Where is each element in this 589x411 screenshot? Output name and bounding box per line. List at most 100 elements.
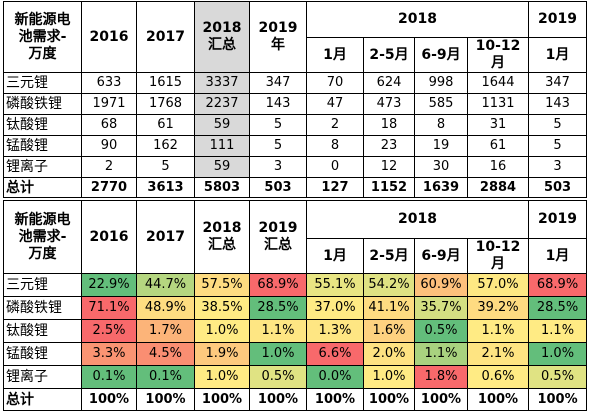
cell: 71.1% — [81, 296, 137, 320]
cell: 1131 — [466, 93, 530, 115]
cell: 54.2% — [363, 273, 415, 297]
total-cell: 100% — [81, 388, 137, 411]
period-header: 1月 — [306, 238, 364, 274]
cell: 39.2% — [466, 296, 530, 320]
cell: 8 — [414, 114, 468, 136]
cell: 3 — [528, 156, 588, 178]
header-text: 6-9月 — [421, 46, 461, 63]
cell: 0.1% — [136, 365, 195, 389]
cell: 1.6% — [363, 319, 415, 343]
row-label: 锂离子 — [3, 156, 82, 178]
total-cell: 2770 — [81, 177, 137, 198]
header-text: 2018 — [202, 220, 242, 236]
header-text: 1月 — [323, 247, 347, 264]
cell: 16 — [466, 156, 530, 178]
period-header: 10-12 月 — [466, 37, 530, 73]
total-row: 总计 100% 100% 100% 100% 100% 100% 100% 100% 100% — [3, 388, 588, 411]
cell: 1768 — [136, 93, 195, 115]
cell: 1644 — [466, 72, 530, 94]
cell: 1.0% — [363, 365, 415, 389]
group-header: 2019 — [528, 200, 588, 239]
total-cell: 100% — [528, 388, 588, 411]
header-row: 新能源电 池需求- 万度 2016 2017 2018 汇总 2019 年 2018 2019 — [3, 1, 588, 73]
total-cell: 127 — [306, 177, 364, 198]
total-cell: 100% — [136, 388, 195, 411]
cell: 68.9% — [528, 273, 588, 297]
year-header: 2016 — [81, 1, 137, 73]
cell: 0.6% — [466, 365, 530, 389]
cell: 70 — [306, 72, 364, 94]
header-text: 新能源电 — [14, 11, 71, 28]
data-row: 三元锂 633 1615 3337 347 70 624 998 1644 347 — [3, 72, 588, 94]
cell: 68.9% — [249, 273, 307, 297]
year-header: 2017 — [136, 1, 195, 73]
header-text: 2017 — [146, 228, 185, 245]
cell: 1.8% — [414, 365, 468, 389]
cell: 0.1% — [81, 365, 137, 389]
cell: 347 — [528, 72, 588, 94]
row-label: 三元锂 — [3, 72, 82, 94]
data-row: 钛酸锂 2.5% 1.7% 1.0% 1.1% 1.3% 1.6% 0.5% 1.1% 1.1% — [3, 319, 588, 343]
total-cell: 503 — [249, 177, 307, 198]
group-header: 2018 — [305, 1, 530, 38]
group-header: 2019 — [528, 1, 588, 38]
data-row: 三元锂 22.9% 44.7% 57.5% 68.9% 55.1% 54.2% 60.9% 57… — [3, 273, 588, 297]
total-cell: 2884 — [466, 177, 530, 198]
header-text: 月 — [491, 256, 506, 272]
cell: 998 — [414, 72, 468, 94]
cell: 0.5% — [249, 365, 307, 389]
cell: 3.3% — [81, 342, 137, 366]
data-row: 锂离子 0.1% 0.1% 1.0% 0.5% 0.0% 1.0% 1.8% 0.6% 0.5% — [3, 365, 588, 389]
header-row: 1月 2-5月 6-9月 10-12 月 1月 — [4, 37, 588, 73]
cell: 1615 — [136, 72, 195, 94]
total-cell: 5803 — [194, 177, 250, 198]
header-text: 万度 — [28, 45, 57, 62]
data-table: 新能源电 池需求- 万度 2016 2017 2018 汇总 2019 汇总 2018 2019 1月… — [3, 200, 588, 411]
header-text: 2017 — [146, 28, 185, 45]
cell: 28.5% — [528, 296, 588, 320]
header-text: 10-12 — [475, 38, 521, 55]
total-cell: 503 — [528, 177, 588, 198]
cell: 68 — [81, 114, 137, 136]
year-header: 2016 — [81, 200, 137, 274]
period-header: 6-9月 — [414, 238, 468, 274]
total-cell: 3613 — [136, 177, 195, 198]
cell: 44.7% — [136, 273, 195, 297]
corner-header: 新能源电 池需求- 万度 — [3, 200, 82, 274]
total-cell: 1152 — [363, 177, 415, 198]
year-header: 2017 — [136, 200, 195, 274]
cell: 48.9% — [136, 296, 195, 320]
header-text: 6-9月 — [421, 247, 461, 264]
data-row: 磷酸铁锂 71.1% 48.9% 38.5% 28.5% 37.0% 41.1% 35.7% 3… — [3, 296, 588, 320]
cell: 47 — [306, 93, 364, 115]
cell: 2.1% — [466, 342, 530, 366]
year-header: 2019 年 — [249, 1, 307, 73]
cell: 28.5% — [249, 296, 307, 320]
row-label: 三元锂 — [3, 273, 82, 297]
period-header: 2-5月 — [363, 238, 415, 274]
data-row: 锂离子 2 5 59 3 0 12 30 16 3 — [3, 156, 588, 178]
cell: 5 — [528, 135, 588, 157]
cell: 5 — [136, 156, 195, 178]
cell: 2 — [81, 156, 137, 178]
cell: 143 — [528, 93, 588, 115]
header-text: 2-5月 — [369, 247, 409, 264]
cell: 2.0% — [363, 342, 415, 366]
period-header: 1月 — [528, 37, 588, 73]
data-row: 磷酸铁锂 1971 1768 2237 143 47 473 585 1131 143 — [3, 93, 588, 115]
cell: 5 — [249, 114, 307, 136]
period-header: 6-9月 — [414, 37, 468, 73]
total-cell: 1639 — [414, 177, 468, 198]
cell: 57.0% — [466, 273, 530, 297]
cell: 41.1% — [363, 296, 415, 320]
cell: 22.9% — [81, 273, 137, 297]
header-text: 汇总 — [208, 37, 236, 53]
cell: 18 — [363, 114, 415, 136]
period-header: 1月 — [306, 37, 364, 73]
row-label: 钛酸锂 — [3, 114, 82, 136]
cell: 6.6% — [306, 342, 364, 366]
corner-header: 新能源电 池需求- 万度 — [3, 1, 82, 73]
cell: 1.1% — [414, 342, 468, 366]
header-text: 万度 — [28, 245, 57, 262]
total-cell: 100% — [249, 388, 307, 411]
